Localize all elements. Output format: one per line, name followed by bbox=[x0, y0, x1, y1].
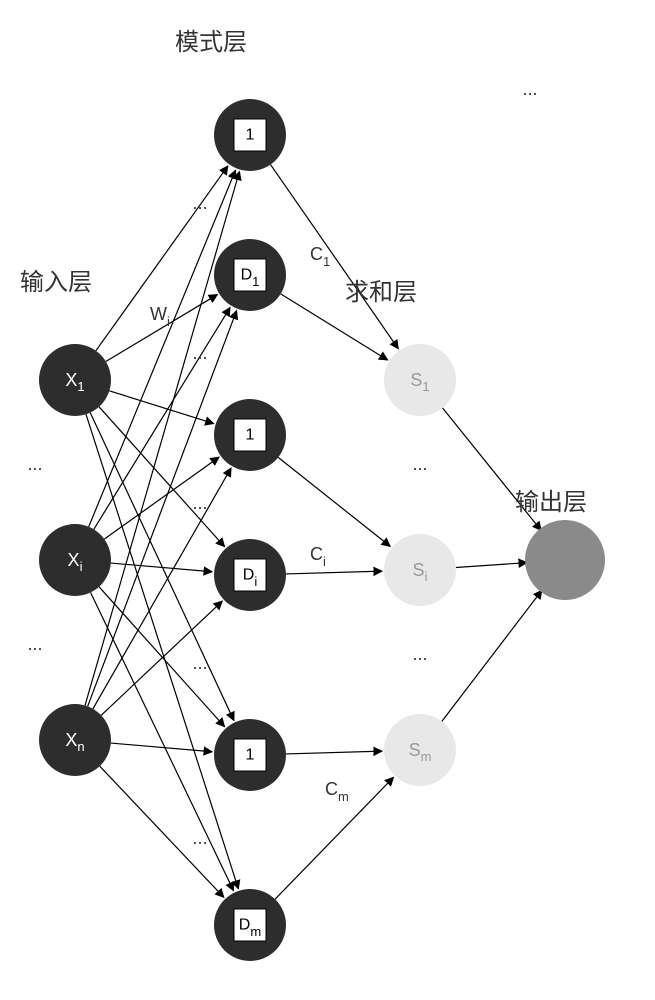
edge-P1a-S1 bbox=[271, 165, 399, 349]
svg-text:...: ... bbox=[192, 653, 207, 673]
pattern-layer-title: 模式层 bbox=[175, 29, 247, 56]
svg-text:...: ... bbox=[27, 634, 42, 654]
edge-label-Wi: Wi bbox=[150, 304, 170, 329]
edge-label-Cm: Cm bbox=[325, 779, 349, 804]
edges bbox=[85, 165, 542, 900]
edge-label-C1: C1 bbox=[310, 244, 330, 269]
edge-Sm-O bbox=[442, 590, 542, 721]
svg-text:...: ... bbox=[192, 343, 207, 363]
edge-Pma-Sm bbox=[286, 751, 382, 754]
svg-text:...: ... bbox=[412, 644, 427, 664]
edge-X1-Pma bbox=[90, 413, 234, 721]
svg-text:1: 1 bbox=[246, 747, 255, 764]
edge-Xn-Pia bbox=[93, 468, 231, 709]
svg-text:...: ... bbox=[27, 454, 42, 474]
edge-Xn-P1b bbox=[88, 311, 237, 707]
svg-text:1: 1 bbox=[246, 427, 255, 444]
edge-Xi-Pmb bbox=[91, 592, 234, 890]
edge-label-Ci: Ci bbox=[310, 544, 326, 569]
edge-Pia-Si bbox=[278, 457, 390, 546]
edge-Xn-Pma bbox=[111, 743, 212, 752]
edge-Pib-Si bbox=[286, 571, 382, 574]
svg-text:...: ... bbox=[192, 193, 207, 213]
output-node bbox=[525, 520, 605, 600]
sum-layer-title: 求和层 bbox=[345, 279, 417, 306]
edge-Si-O bbox=[456, 563, 527, 568]
edge-Xi-P1b bbox=[94, 307, 230, 529]
svg-text:...: ... bbox=[522, 79, 537, 99]
edge-X1-Pib bbox=[99, 407, 225, 547]
svg-text:1: 1 bbox=[246, 127, 255, 144]
svg-text:...: ... bbox=[192, 493, 207, 513]
svg-text:...: ... bbox=[412, 454, 427, 474]
input-layer-title: 输入层 bbox=[20, 269, 92, 296]
edge-Xi-P1a bbox=[89, 170, 236, 527]
output-layer-title: 输出层 bbox=[515, 489, 587, 516]
svg-text:...: ... bbox=[192, 828, 207, 848]
nn-diagram: 输入层模式层求和层输出层...WiC1CiCmX1XiXn......1D11D… bbox=[0, 0, 655, 1000]
